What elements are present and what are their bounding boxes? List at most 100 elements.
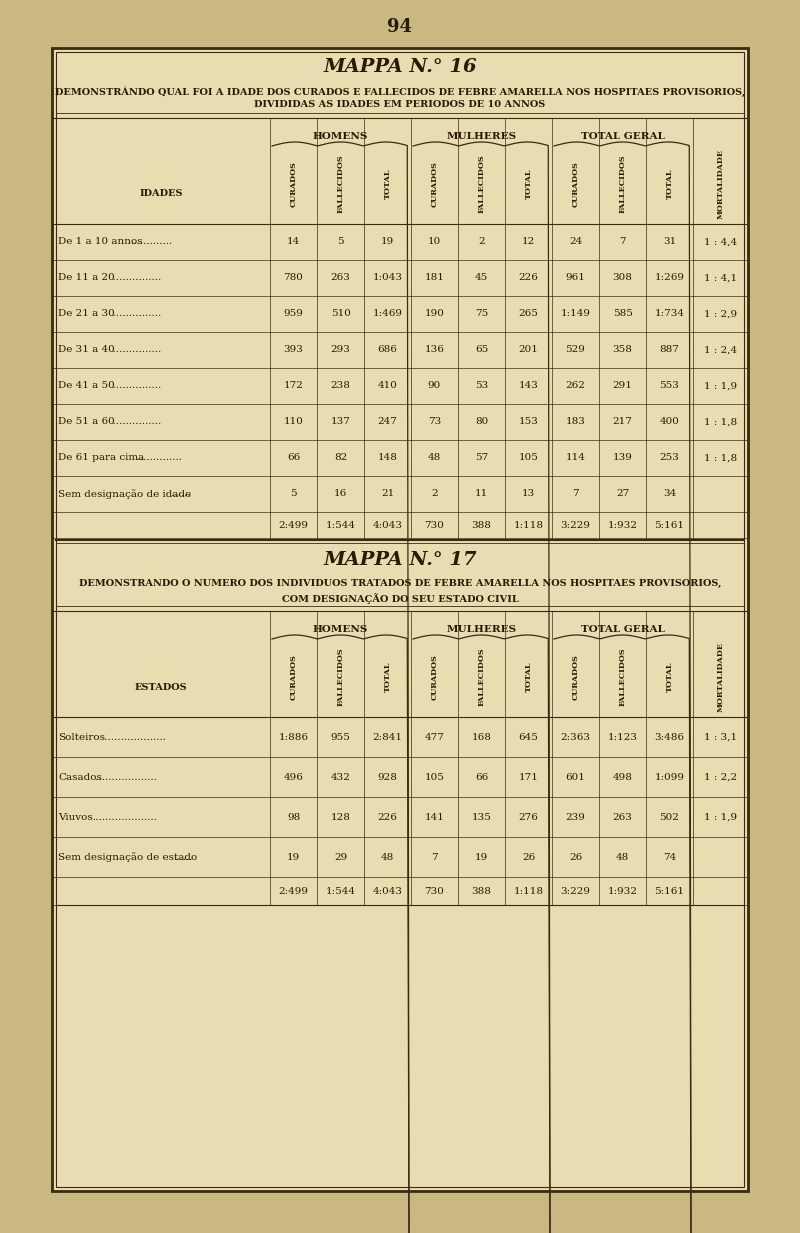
Text: 1 : 1,9: 1 : 1,9 — [704, 813, 737, 821]
Text: ...............: ............... — [106, 345, 162, 355]
Text: 171: 171 — [518, 773, 538, 782]
Text: MORTALIDADE: MORTALIDADE — [717, 149, 725, 219]
Text: 143: 143 — [518, 381, 538, 391]
Text: 27: 27 — [616, 490, 629, 498]
Text: FALLECIDOS: FALLECIDOS — [618, 154, 626, 213]
Text: De 41 a 50: De 41 a 50 — [58, 381, 114, 391]
Text: ...................: ................... — [91, 813, 157, 821]
Text: 928: 928 — [378, 773, 398, 782]
Text: 265: 265 — [518, 309, 538, 318]
Text: 11: 11 — [475, 490, 488, 498]
Text: 239: 239 — [566, 813, 586, 821]
Text: 183: 183 — [566, 418, 586, 427]
Text: 153: 153 — [518, 418, 538, 427]
Text: 1:932: 1:932 — [607, 887, 638, 895]
Text: 141: 141 — [425, 813, 445, 821]
Text: MULHERES: MULHERES — [446, 132, 517, 141]
Text: 57: 57 — [475, 454, 488, 462]
Text: 1:734: 1:734 — [654, 309, 685, 318]
Text: 1 : 1,8: 1 : 1,8 — [704, 454, 737, 462]
Text: 12: 12 — [522, 238, 535, 247]
Text: FALLECIDOS: FALLECIDOS — [618, 647, 626, 707]
Text: De 21 a 30: De 21 a 30 — [58, 309, 114, 318]
Text: 1:544: 1:544 — [326, 887, 355, 895]
Text: CURADOS: CURADOS — [430, 162, 438, 207]
Text: TOTAL: TOTAL — [666, 169, 674, 200]
Text: 114: 114 — [566, 454, 586, 462]
Text: 1:269: 1:269 — [654, 274, 685, 282]
Text: ...................: ................... — [101, 732, 166, 741]
Text: 82: 82 — [334, 454, 347, 462]
Text: 410: 410 — [378, 381, 398, 391]
Text: 31: 31 — [663, 238, 676, 247]
Bar — [52, 48, 748, 1191]
Text: ...............: ............... — [106, 381, 162, 391]
Text: 7: 7 — [572, 490, 579, 498]
Text: 553: 553 — [659, 381, 679, 391]
Text: 94: 94 — [387, 18, 413, 36]
Text: 780: 780 — [283, 274, 303, 282]
Text: 3:486: 3:486 — [654, 732, 685, 741]
Text: De 61 para cima: De 61 para cima — [58, 454, 144, 462]
Text: 65: 65 — [475, 345, 488, 355]
Text: TOTAL: TOTAL — [383, 662, 391, 692]
Text: 388: 388 — [471, 520, 491, 529]
Text: 7: 7 — [431, 852, 438, 862]
Text: 1:149: 1:149 — [561, 309, 590, 318]
Text: CURADOS: CURADOS — [290, 162, 298, 207]
Text: 181: 181 — [425, 274, 445, 282]
Text: 2:499: 2:499 — [278, 520, 309, 529]
Text: 90: 90 — [428, 381, 441, 391]
Text: 19: 19 — [381, 238, 394, 247]
Text: CURADOS: CURADOS — [430, 653, 438, 700]
Text: 3:229: 3:229 — [561, 887, 590, 895]
Text: 66: 66 — [475, 773, 488, 782]
Text: 730: 730 — [425, 520, 445, 529]
Text: 128: 128 — [330, 813, 350, 821]
Text: 1:469: 1:469 — [373, 309, 402, 318]
Text: 139: 139 — [613, 454, 633, 462]
Text: TOTAL: TOTAL — [525, 662, 533, 692]
Text: 1:123: 1:123 — [607, 732, 638, 741]
Text: 29: 29 — [334, 852, 347, 862]
Text: 1 : 4,1: 1 : 4,1 — [704, 274, 737, 282]
Text: FALLECIDOS: FALLECIDOS — [478, 647, 486, 707]
Text: 98: 98 — [287, 813, 300, 821]
Text: 585: 585 — [613, 309, 633, 318]
Text: 393: 393 — [283, 345, 303, 355]
Text: 400: 400 — [659, 418, 679, 427]
Text: 53: 53 — [475, 381, 488, 391]
Text: Solteiros: Solteiros — [58, 732, 105, 741]
Text: ...................: ................... — [91, 773, 157, 782]
Text: 136: 136 — [425, 345, 445, 355]
Text: 19: 19 — [287, 852, 300, 862]
Text: 105: 105 — [425, 773, 445, 782]
Text: HOMENS: HOMENS — [313, 625, 368, 634]
Text: ...............: ............... — [106, 274, 162, 282]
Text: ESTADOS: ESTADOS — [134, 683, 187, 692]
Text: 510: 510 — [330, 309, 350, 318]
Text: 887: 887 — [659, 345, 679, 355]
Text: 105: 105 — [518, 454, 538, 462]
Text: 5:161: 5:161 — [654, 887, 685, 895]
Text: 1 : 1,9: 1 : 1,9 — [704, 381, 737, 391]
Text: 358: 358 — [613, 345, 633, 355]
Text: 308: 308 — [613, 274, 633, 282]
Text: TOTAL: TOTAL — [666, 662, 674, 692]
Text: 955: 955 — [330, 732, 350, 741]
Text: 3:229: 3:229 — [561, 520, 590, 529]
Text: 2:841: 2:841 — [373, 732, 402, 741]
Text: 247: 247 — [378, 418, 398, 427]
Text: 2:499: 2:499 — [278, 887, 309, 895]
Text: 10: 10 — [428, 238, 441, 247]
Text: ...............: ............... — [106, 309, 162, 318]
Text: MULHERES: MULHERES — [446, 625, 517, 634]
Text: 66: 66 — [287, 454, 300, 462]
Text: TOTAL: TOTAL — [525, 169, 533, 200]
Text: TOTAL: TOTAL — [383, 169, 391, 200]
Text: IDADES: IDADES — [139, 190, 182, 199]
Text: 253: 253 — [659, 454, 679, 462]
Text: 961: 961 — [566, 274, 586, 282]
Text: 262: 262 — [566, 381, 586, 391]
Text: .............: ............. — [130, 238, 172, 247]
